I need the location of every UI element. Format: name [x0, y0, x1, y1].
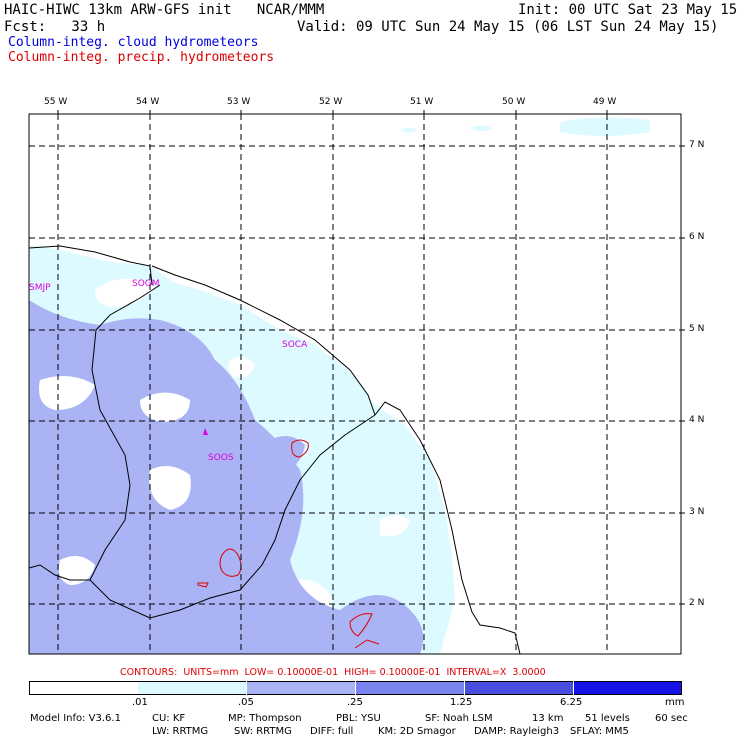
colorbar-tick-4: 1.25: [450, 697, 473, 708]
legend-precip: Column-integ. precip. hydrometeors: [8, 50, 275, 65]
station-soca: SOCA: [282, 340, 308, 350]
lon-label-49w: 49 W: [593, 97, 617, 107]
lat-label-5n: 5 N: [689, 324, 705, 334]
lat-label-7n: 7 N: [689, 140, 705, 150]
footer-cu: CU: KF: [152, 713, 186, 724]
lat-label-2n: 2 N: [689, 598, 705, 608]
footer-lw: LW: RRTMG: [152, 726, 209, 737]
station-smjp: SMJP: [29, 283, 51, 293]
colorbar-bin-4: [356, 681, 464, 695]
footer-damp: DAMP: Rayleigh3: [474, 726, 560, 737]
colorbar-bin-2: [138, 681, 246, 695]
lon-label-55w: 55 W: [44, 97, 68, 107]
lat-label-4n: 4 N: [689, 415, 705, 425]
legend-cloud: Column-integ. cloud hydrometeors: [8, 35, 259, 50]
colorbar-tick-2: .05: [238, 697, 254, 708]
lat-label-3n: 3 N: [689, 507, 705, 517]
footer-sf: SF: Noah LSM: [425, 713, 493, 724]
colorbar-bin-5: [465, 681, 573, 695]
cloud-shade-mid: [29, 300, 424, 654]
colorbar-bin-6: [574, 681, 682, 695]
footer-sflay: SFLAY: MM5: [570, 726, 629, 737]
footer-levels: 51 levels: [585, 713, 630, 724]
lon-label-54w: 54 W: [136, 97, 160, 107]
lat-label-6n: 6 N: [689, 232, 705, 242]
lon-label-52w: 52 W: [319, 97, 343, 107]
init-time: Init: 00 UTC Sat 23 May 15: [518, 2, 738, 18]
footer-pbl: PBL: YSU: [336, 713, 381, 724]
station-marker: [203, 428, 208, 435]
lon-label-50w: 50 W: [502, 97, 526, 107]
valid-time: Valid: 09 UTC Sun 24 May 15 (06 LST Sun …: [297, 19, 719, 35]
footer-sw: SW: RRTMG: [234, 726, 292, 737]
colorbar-tick-5: 6.25: [560, 697, 583, 708]
footer-res: 13 km: [532, 713, 564, 724]
footer-mp: MP: Thompson: [228, 713, 302, 724]
station-soos: SOOS: [208, 453, 234, 463]
colorbar-tick-3: .25: [347, 697, 363, 708]
colorbar-tick-1: .01: [132, 697, 148, 708]
lon-label-51w: 51 W: [410, 97, 434, 107]
footer-diff: DIFF: full: [310, 726, 354, 737]
axis-ticks: [57, 110, 685, 605]
colorbar-bin-3: [247, 681, 355, 695]
contour-info: CONTOURS: UNITS=mm LOW= 0.10000E-01 HIGH…: [120, 667, 546, 678]
colorbar-bin-1: [29, 681, 138, 695]
precip-contours: [197, 439, 380, 649]
map-frame: [28, 113, 682, 655]
footer-dt: 60 sec: [655, 713, 688, 724]
forecast-hour: Fcst: 33 h: [4, 19, 106, 35]
footer-km: KM: 2D Smagor: [378, 726, 456, 737]
station-sogm: SOGM: [132, 279, 160, 289]
header-title: HAIC-HIWC 13km ARW-GFS init NCAR/MMM: [4, 2, 325, 18]
lon-label-53w: 53 W: [227, 97, 251, 107]
colorbar-units: mm: [665, 697, 685, 708]
model-info: Model Info: V3.6.1: [30, 713, 121, 724]
lat-lon-grid: [29, 114, 681, 654]
cloud-gaps: [39, 356, 255, 585]
